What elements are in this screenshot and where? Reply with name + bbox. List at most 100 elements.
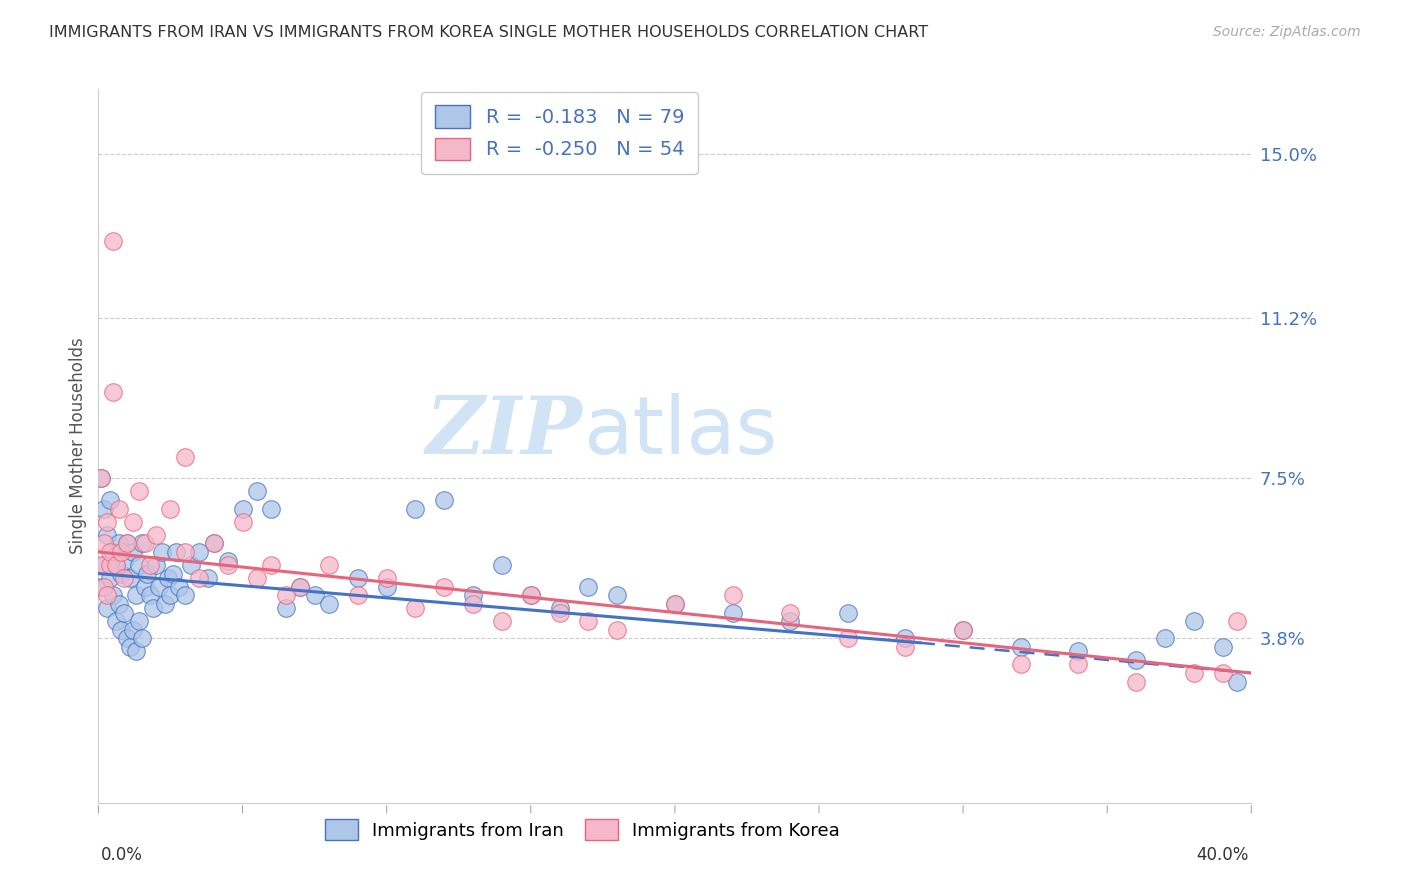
Point — [346, 588, 368, 602]
Point — [246, 484, 269, 499]
Point — [231, 515, 254, 529]
Point — [128, 484, 150, 499]
Point — [491, 614, 513, 628]
Point — [107, 501, 129, 516]
Point — [98, 545, 121, 559]
Point — [131, 632, 153, 646]
Point — [174, 545, 197, 559]
Legend: Immigrants from Iran, Immigrants from Korea: Immigrants from Iran, Immigrants from Ko… — [318, 812, 848, 847]
Point — [98, 558, 121, 572]
Point — [93, 501, 115, 516]
Point — [433, 580, 456, 594]
Point — [1125, 653, 1147, 667]
Point — [131, 536, 153, 550]
Point — [1182, 614, 1205, 628]
Point — [721, 588, 744, 602]
Point — [139, 558, 162, 572]
Point — [548, 606, 571, 620]
Point — [90, 558, 112, 572]
Point — [202, 536, 225, 550]
Point — [101, 384, 124, 399]
Point — [150, 545, 173, 559]
Point — [117, 536, 139, 550]
Point — [107, 536, 129, 550]
Point — [122, 545, 145, 559]
Point — [461, 597, 484, 611]
Point — [721, 606, 744, 620]
Point — [1067, 644, 1090, 658]
Point — [318, 597, 340, 611]
Point — [304, 588, 326, 602]
Point — [93, 558, 115, 572]
Point — [1010, 640, 1032, 654]
Point — [1226, 614, 1249, 628]
Point — [142, 601, 165, 615]
Point — [125, 588, 148, 602]
Point — [1182, 666, 1205, 681]
Point — [837, 606, 859, 620]
Point — [96, 588, 118, 602]
Point — [93, 536, 115, 550]
Point — [122, 623, 145, 637]
Point — [101, 545, 124, 559]
Point — [606, 588, 628, 602]
Point — [93, 580, 115, 594]
Point — [156, 571, 179, 585]
Point — [346, 571, 368, 585]
Point — [110, 623, 132, 637]
Point — [98, 493, 121, 508]
Text: ZIP: ZIP — [426, 393, 582, 470]
Point — [952, 623, 974, 637]
Point — [837, 632, 859, 646]
Point — [246, 571, 269, 585]
Point — [260, 558, 283, 572]
Point — [1226, 674, 1249, 689]
Point — [153, 597, 176, 611]
Point — [433, 493, 456, 508]
Point — [110, 566, 132, 581]
Point — [136, 566, 159, 581]
Point — [290, 580, 312, 594]
Point — [548, 601, 571, 615]
Point — [139, 588, 162, 602]
Point — [375, 571, 398, 585]
Point — [202, 536, 225, 550]
Point — [145, 558, 167, 572]
Point — [90, 580, 112, 594]
Text: 40.0%: 40.0% — [1197, 846, 1249, 864]
Point — [174, 450, 197, 464]
Point — [779, 606, 801, 620]
Point — [90, 471, 112, 485]
Point — [128, 558, 150, 572]
Point — [134, 580, 156, 594]
Point — [101, 588, 124, 602]
Point — [461, 588, 484, 602]
Point — [217, 553, 239, 567]
Point — [664, 597, 686, 611]
Point — [112, 553, 135, 567]
Point — [112, 606, 135, 620]
Point — [162, 566, 184, 581]
Point — [1212, 666, 1234, 681]
Point — [128, 614, 150, 628]
Point — [217, 558, 239, 572]
Point — [664, 597, 686, 611]
Point — [120, 640, 142, 654]
Point — [1125, 674, 1147, 689]
Point — [578, 614, 600, 628]
Point — [491, 558, 513, 572]
Point — [125, 644, 148, 658]
Point — [318, 558, 340, 572]
Point — [188, 571, 211, 585]
Point — [159, 588, 181, 602]
Point — [117, 632, 139, 646]
Point — [405, 501, 427, 516]
Point — [101, 234, 124, 248]
Point — [112, 571, 135, 585]
Point — [98, 571, 121, 585]
Point — [120, 571, 142, 585]
Point — [197, 571, 219, 585]
Y-axis label: Single Mother Households: Single Mother Households — [69, 338, 87, 554]
Point — [520, 588, 543, 602]
Point — [894, 640, 917, 654]
